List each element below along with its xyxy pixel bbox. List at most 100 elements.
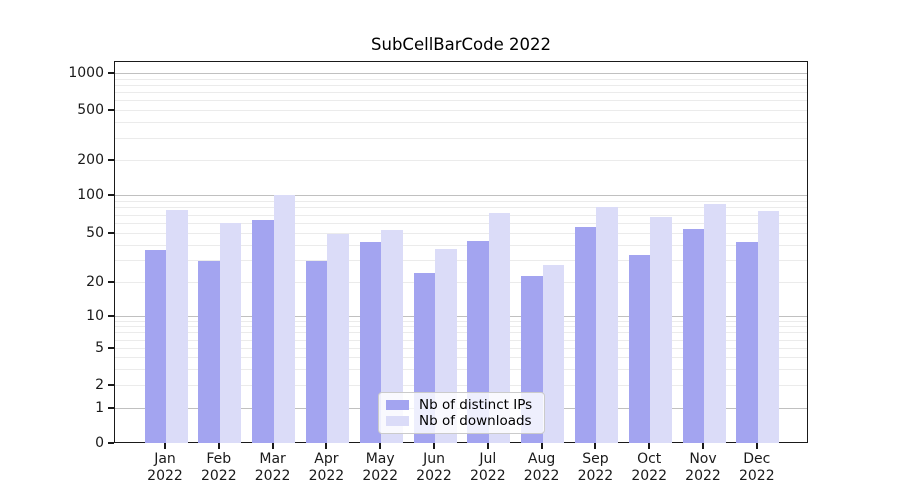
- bar-downloads-sep: [596, 206, 618, 443]
- bar-downloads-feb: [219, 223, 242, 443]
- x-tick-label: Feb 2022: [200, 451, 237, 484]
- legend-swatch-downloads-icon: [386, 416, 409, 426]
- y-tick-label: 10: [86, 308, 104, 324]
- gridline: [115, 385, 807, 386]
- bar-downloads-may: [381, 229, 403, 443]
- gridline: [115, 357, 807, 358]
- x-tick-mark: [379, 443, 382, 449]
- gridline: [115, 332, 807, 334]
- x-tick-label: Nov 2022: [685, 451, 721, 484]
- y-tick-mark: [108, 194, 114, 196]
- y-tick-label: 5: [95, 340, 104, 356]
- x-tick-label: Dec 2022: [738, 451, 775, 484]
- legend-label-downloads: Nb of downloads: [419, 413, 532, 429]
- gridline: [115, 244, 807, 246]
- y-tick-label: 20: [86, 274, 104, 290]
- y-tick-label: 1: [95, 400, 104, 416]
- bar-distinct-ips-jan: [144, 250, 166, 443]
- bar-downloads-aug: [542, 265, 565, 443]
- x-tick-mark: [486, 443, 489, 449]
- chart-title: SubCellBarCode 2022: [371, 35, 551, 54]
- bar-distinct-ips-apr: [305, 261, 328, 443]
- y-tick-mark: [108, 72, 114, 74]
- gridline: [115, 78, 807, 80]
- x-tick-mark: [325, 443, 328, 449]
- y-tick-mark: [108, 159, 114, 161]
- bar-distinct-ips-oct: [628, 254, 651, 443]
- x-tick-mark: [755, 443, 758, 449]
- gridline: [115, 200, 807, 202]
- y-tick-mark: [108, 442, 114, 444]
- gridline: [115, 339, 807, 341]
- y-tick-mark: [108, 109, 114, 111]
- bar-downloads-mar: [273, 194, 296, 443]
- gridline: [115, 195, 807, 196]
- gridline: [115, 100, 807, 102]
- x-tick-label: Sep 2022: [577, 451, 614, 484]
- legend-item-distinct-ips: Nb of distinct IPs: [386, 397, 536, 413]
- bar-downloads-jul: [488, 212, 511, 443]
- gridline: [115, 282, 807, 283]
- bar-distinct-ips-feb: [198, 261, 220, 443]
- legend-swatch-distinct-ips-icon: [386, 400, 409, 410]
- gridline: [115, 207, 807, 209]
- gridline: [115, 122, 807, 124]
- gridline: [115, 214, 807, 216]
- x-tick-mark: [217, 443, 220, 449]
- x-tick-label: Aug 2022: [523, 451, 560, 484]
- legend: Nb of distinct IPs Nb of downloads: [378, 392, 545, 434]
- x-tick-mark: [702, 443, 704, 449]
- x-tick-mark: [540, 443, 543, 449]
- y-tick-mark: [108, 407, 114, 409]
- x-tick-mark: [433, 443, 435, 449]
- x-tick-label: Oct 2022: [631, 451, 667, 484]
- x-tick-label: Jul 2022: [469, 451, 506, 484]
- y-tick-mark: [108, 315, 114, 317]
- x-tick-mark: [594, 443, 597, 449]
- gridline: [115, 84, 807, 86]
- gridline: [115, 110, 807, 111]
- x-tick-label: Mar 2022: [254, 451, 291, 484]
- bar-distinct-ips-may: [359, 242, 382, 443]
- gridline: [115, 320, 807, 322]
- gridline: [115, 348, 807, 349]
- bar-distinct-ips-nov: [682, 228, 704, 443]
- bar-distinct-ips-mar: [252, 220, 274, 443]
- gridline: [115, 73, 807, 74]
- x-tick-label: Jan 2022: [147, 451, 183, 484]
- y-tick-label: 500: [77, 102, 104, 118]
- gridline: [115, 92, 807, 94]
- gridline: [115, 160, 807, 161]
- x-tick-mark: [648, 443, 651, 449]
- y-tick-mark: [108, 384, 114, 386]
- x-tick-label: Jun 2022: [416, 451, 452, 484]
- y-tick-mark: [108, 232, 114, 234]
- gridline: [115, 316, 807, 317]
- gridline: [115, 137, 807, 139]
- y-tick-label: 0: [95, 435, 104, 451]
- bar-downloads-nov: [704, 204, 726, 443]
- bar-downloads-apr: [327, 234, 349, 443]
- gridline: [115, 368, 807, 370]
- y-tick-label: 100: [77, 187, 104, 203]
- y-tick-mark: [108, 347, 114, 349]
- plot-area: [114, 61, 808, 443]
- y-tick-label: 2: [95, 377, 104, 393]
- y-tick-label: 1000: [68, 65, 104, 81]
- gridline: [115, 223, 807, 224]
- y-tick-label: 50: [86, 225, 104, 241]
- x-tick-mark: [271, 443, 274, 449]
- x-tick-mark: [164, 443, 166, 449]
- y-tick-mark: [108, 281, 114, 283]
- legend-item-downloads: Nb of downloads: [386, 413, 536, 429]
- x-tick-label: May 2022: [362, 451, 398, 484]
- gridline: [115, 326, 807, 328]
- y-tick-label: 200: [77, 152, 104, 168]
- x-tick-label: Apr 2022: [308, 451, 345, 484]
- bar-distinct-ips-sep: [574, 226, 597, 443]
- bar-distinct-ips-dec: [736, 242, 758, 443]
- gridline: [115, 233, 807, 234]
- legend-label-distinct-ips: Nb of distinct IPs: [419, 397, 533, 413]
- bar-downloads-oct: [650, 217, 672, 443]
